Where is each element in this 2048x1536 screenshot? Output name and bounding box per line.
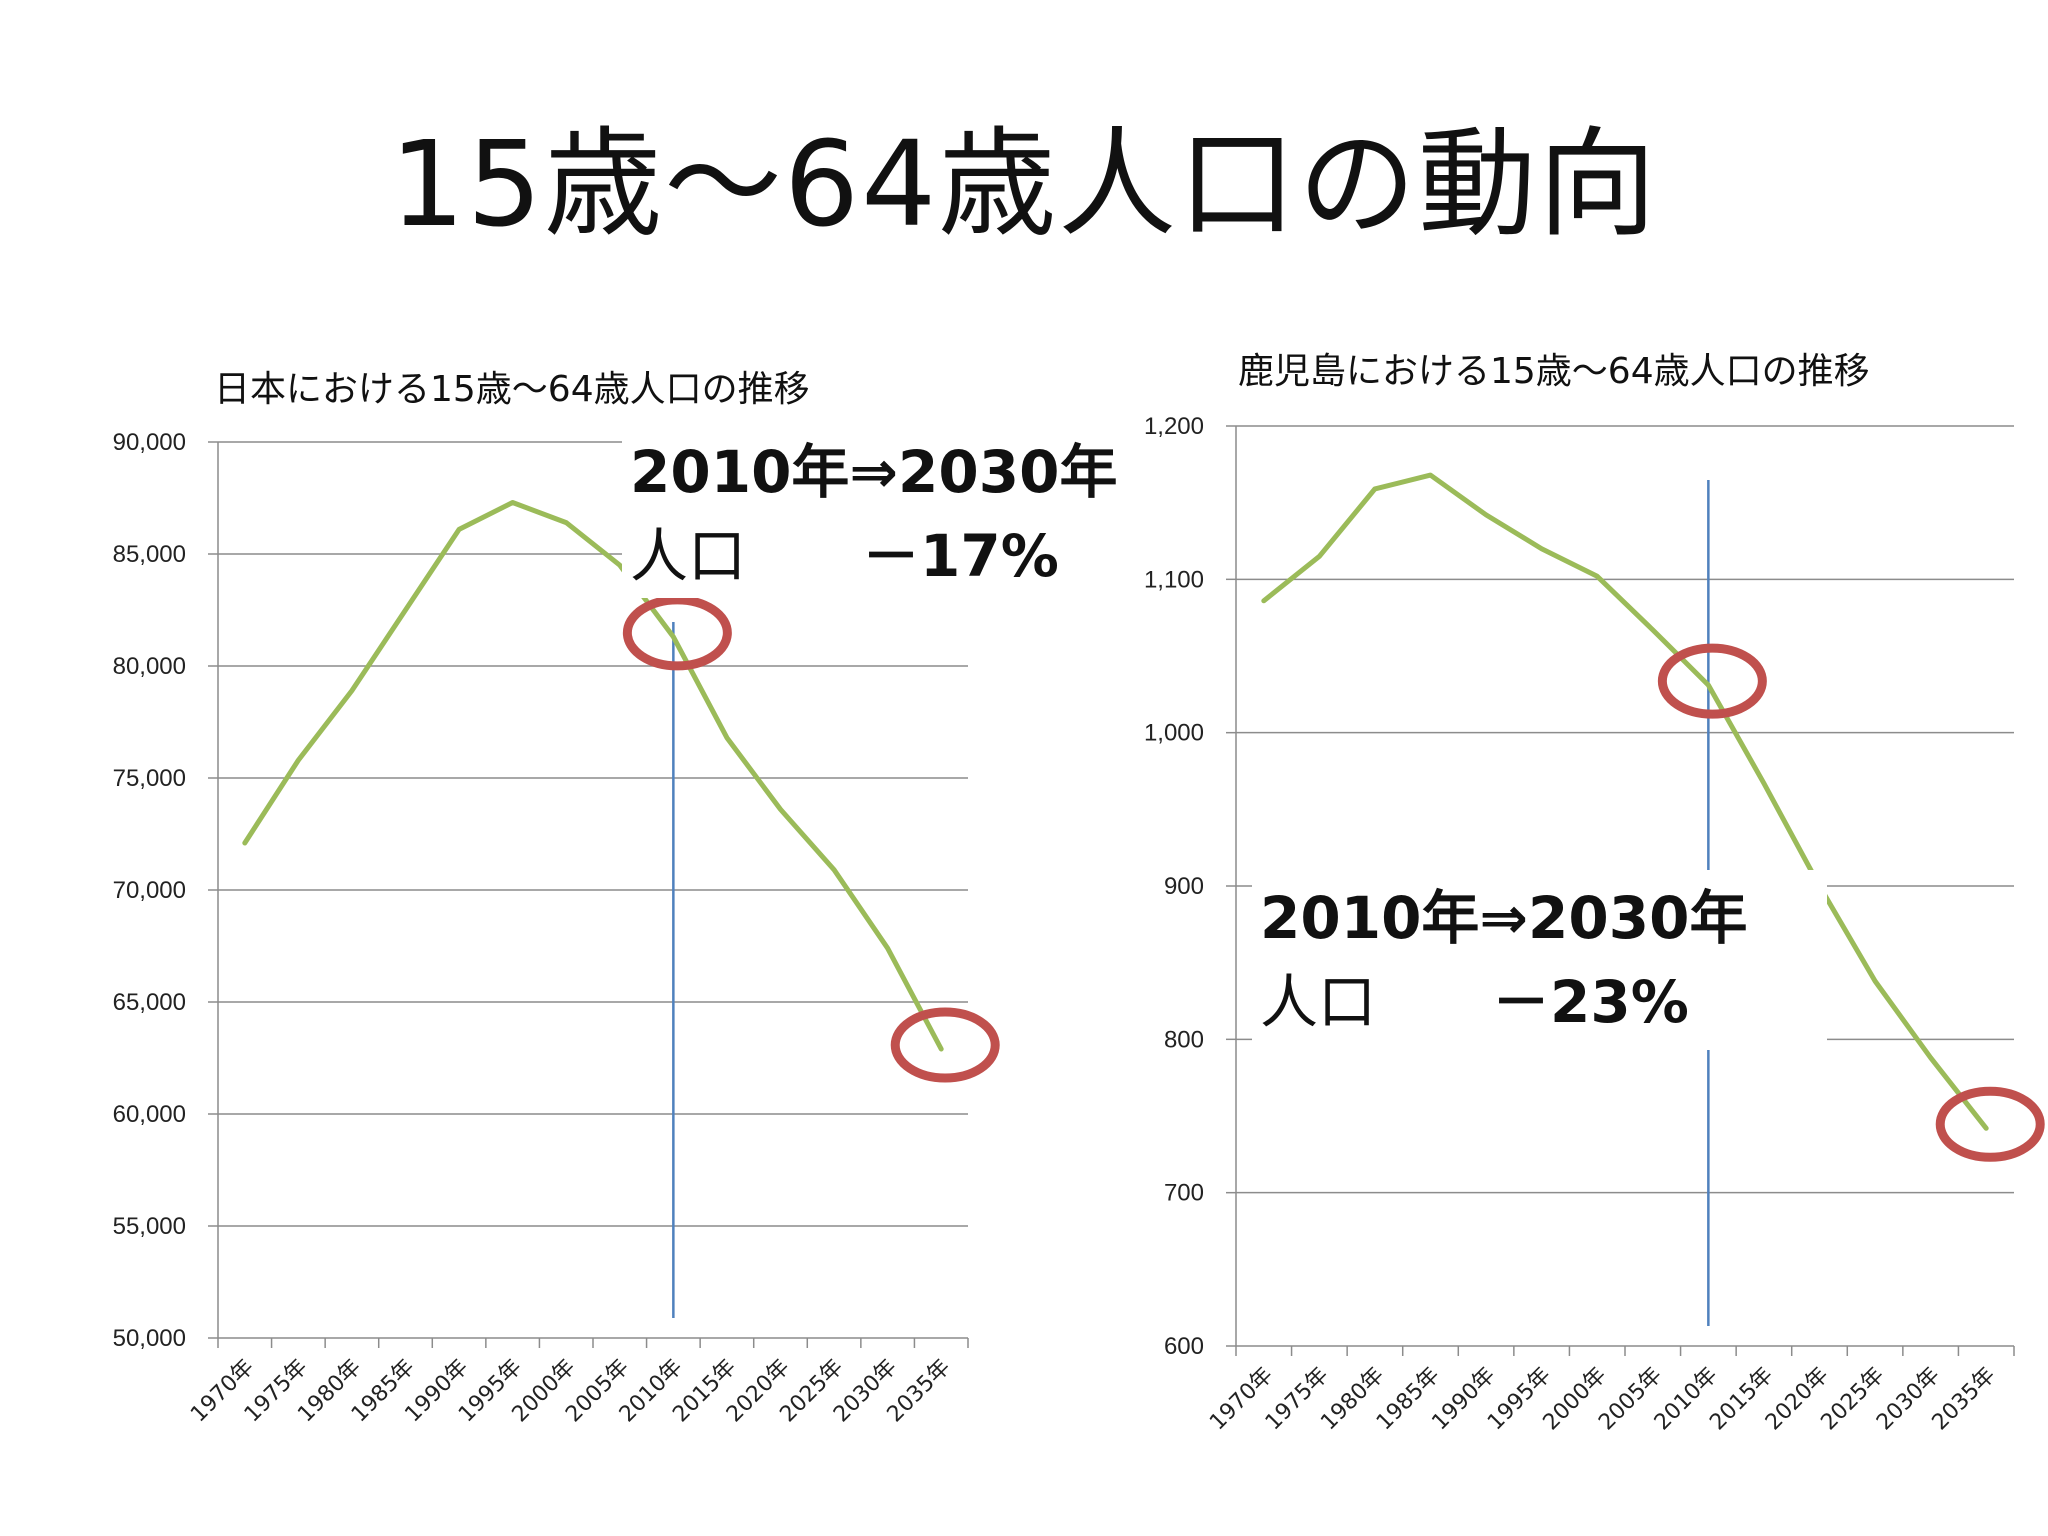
y-tick-label: 55,000 [113, 1213, 186, 1240]
slide-title: 15歳～64歳人口の動向 [389, 115, 1659, 253]
annotation-line-1: 2010年⇒2030年 [1260, 884, 1748, 952]
y-tick-label: 700 [1164, 1180, 1204, 1207]
y-tick-label: 1,000 [1144, 720, 1204, 747]
data-point [564, 521, 568, 525]
data-point [1373, 487, 1377, 491]
y-tick-label: 70,000 [113, 877, 186, 904]
data-point [1929, 1056, 1933, 1060]
y-tick-label: 60,000 [113, 1101, 186, 1128]
annotation-change: －17% [862, 522, 1059, 590]
data-point [1984, 1126, 1988, 1130]
y-tick-label: 1,200 [1144, 413, 1204, 440]
series-line [242, 500, 944, 1052]
annotation-japan: 2010年⇒2030年 人口 －17% [622, 430, 1126, 598]
data-point [832, 868, 836, 872]
chart-title-kagoshima: 鹿児島における15歳～64歳人口の推移 [1238, 351, 1870, 392]
data-point [1873, 979, 1877, 983]
y-tick-label: 65,000 [113, 989, 186, 1016]
annotation-change: －23% [1492, 968, 1689, 1036]
annotation-kagoshima: 2010年⇒2030年 人口 －23% [1252, 870, 1828, 1050]
y-tick-label: 75,000 [113, 765, 186, 792]
data-point [1317, 554, 1321, 558]
data-point [350, 689, 354, 693]
data-point [511, 500, 515, 504]
data-point [1262, 599, 1266, 603]
data-point [725, 736, 729, 740]
chart-title-japan: 日本における15歳～64歳人口の推移 [214, 369, 810, 410]
data-point [939, 1047, 943, 1051]
highlight-circle [622, 595, 732, 671]
data-point [243, 841, 247, 845]
data-point [404, 608, 407, 612]
y-tick-label: 90,000 [113, 429, 186, 456]
y-tick-label: 80,000 [113, 653, 186, 680]
chart-japan: 50,000 55,000 60,000 65,000 70,000 75,000 80,0… [113, 429, 1000, 1427]
highlight-circle [1935, 1086, 2045, 1162]
y-tick-label: 800 [1164, 1026, 1204, 1053]
data-point [296, 758, 300, 762]
x-tick-label: 2035年 [1928, 1363, 2001, 1436]
y-tick-label: 600 [1164, 1333, 1204, 1360]
annotation-label: 人口 [630, 522, 747, 590]
data-point [1706, 683, 1710, 687]
series-line [1261, 472, 1989, 1131]
highlight-circle [890, 1007, 1000, 1083]
data-point [1762, 781, 1766, 785]
data-point [1484, 513, 1488, 517]
data-point [1651, 628, 1655, 632]
data-point [1540, 547, 1544, 551]
data-point [618, 563, 622, 567]
y-tick-label: 900 [1164, 873, 1204, 900]
data-point [1595, 574, 1599, 578]
highlight-circle [1657, 643, 1767, 719]
data-point [671, 635, 675, 639]
data-point [886, 946, 890, 950]
y-tick-label: 85,000 [113, 541, 186, 568]
data-point [1429, 473, 1432, 477]
annotation-line-1: 2010年⇒2030年 [630, 438, 1118, 506]
y-tick-label: 50,000 [113, 1325, 186, 1352]
annotation-label: 人口 [1260, 968, 1377, 1036]
data-point [457, 527, 461, 531]
data-point [779, 807, 782, 811]
y-tick-label: 1,100 [1144, 566, 1204, 593]
